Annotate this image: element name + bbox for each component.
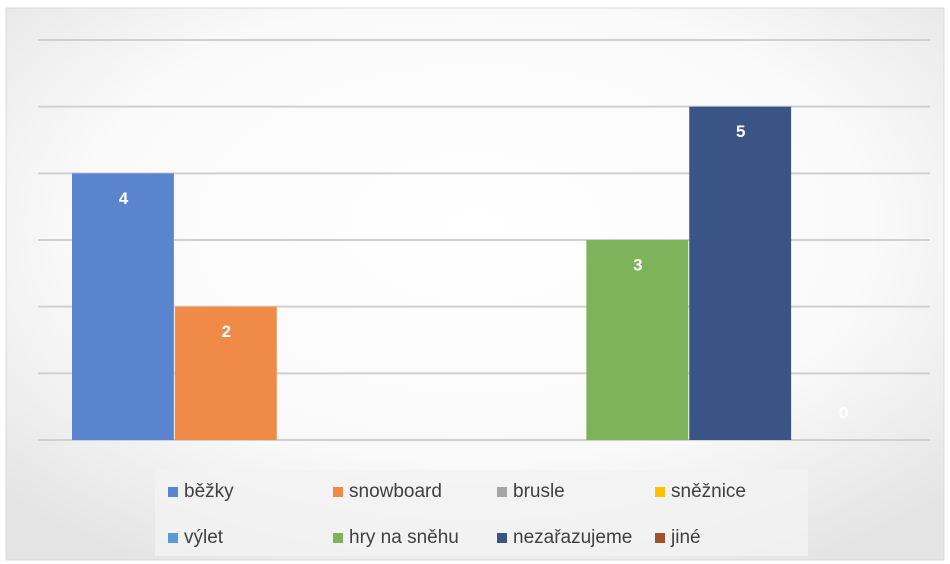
data-label: 2: [222, 322, 231, 341]
data-label: 4: [119, 189, 129, 208]
bar: [72, 173, 174, 441]
legend-swatch: [497, 533, 507, 543]
legend-label: hry na sněhu: [349, 527, 459, 548]
data-label: 3: [633, 255, 642, 274]
bar: [174, 306, 277, 440]
legend-swatch: [168, 487, 178, 497]
legend-label: brusle: [513, 481, 565, 502]
legend-swatch: [333, 533, 343, 543]
legend-swatch: [497, 487, 507, 497]
bar: [689, 106, 792, 441]
data-label: 0: [839, 403, 848, 422]
legend-swatch: [333, 487, 343, 497]
legend-label: nezařazujeme: [513, 527, 632, 548]
legend-label: běžky: [184, 481, 234, 502]
legend-label: sněžnice: [671, 481, 746, 502]
bar: [586, 240, 689, 440]
legend-box: [155, 470, 808, 556]
legend-label: jiné: [670, 527, 701, 548]
legend-swatch: [655, 533, 665, 543]
legend-swatch: [168, 533, 178, 543]
legend-swatch: [655, 487, 665, 497]
data-label: 5: [736, 122, 745, 141]
legend-label: výlet: [184, 527, 224, 548]
legend-label: snowboard: [349, 481, 442, 502]
